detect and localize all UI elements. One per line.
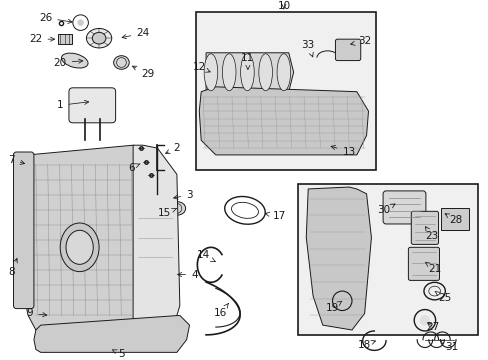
Text: 19: 19 [325, 301, 341, 312]
Circle shape [78, 20, 83, 26]
Bar [298, 184, 477, 335]
Text: 26: 26 [39, 13, 72, 23]
Text: 17: 17 [264, 211, 285, 221]
Ellipse shape [66, 230, 93, 264]
Text: 4: 4 [177, 270, 197, 280]
Text: 12: 12 [192, 62, 210, 72]
Ellipse shape [168, 202, 185, 215]
FancyBboxPatch shape [410, 211, 438, 244]
Ellipse shape [86, 28, 111, 48]
Text: 18: 18 [357, 339, 375, 350]
FancyBboxPatch shape [14, 152, 34, 309]
Circle shape [419, 315, 429, 325]
Text: 24: 24 [122, 28, 149, 39]
Circle shape [44, 310, 56, 321]
Ellipse shape [113, 56, 129, 69]
Text: 27: 27 [425, 322, 438, 332]
Text: 11: 11 [241, 53, 254, 69]
Text: 7: 7 [8, 155, 24, 165]
Ellipse shape [92, 32, 106, 44]
Ellipse shape [222, 54, 236, 91]
FancyBboxPatch shape [69, 88, 115, 123]
Text: 31: 31 [439, 340, 458, 351]
Text: 15: 15 [157, 208, 176, 218]
Bar [196, 12, 376, 170]
Bar [441, 208, 468, 230]
Ellipse shape [277, 54, 290, 91]
Text: 10: 10 [277, 1, 290, 11]
Text: 5: 5 [112, 349, 124, 359]
Text: 14: 14 [196, 250, 215, 262]
Text: 9: 9 [27, 309, 47, 319]
Ellipse shape [60, 223, 99, 272]
Bar [58, 34, 72, 44]
FancyBboxPatch shape [382, 191, 425, 224]
Text: 13: 13 [330, 145, 355, 157]
Text: 23: 23 [424, 226, 437, 240]
Text: 16: 16 [214, 303, 228, 319]
Ellipse shape [203, 54, 217, 91]
Text: 3: 3 [173, 190, 192, 200]
Text: 21: 21 [425, 262, 440, 274]
Text: 33: 33 [301, 40, 314, 57]
Polygon shape [133, 145, 180, 335]
Text: 22: 22 [29, 34, 55, 44]
Text: 30: 30 [377, 204, 394, 215]
Text: 32: 32 [350, 36, 370, 46]
Ellipse shape [258, 54, 272, 91]
FancyBboxPatch shape [335, 39, 360, 60]
Text: 20: 20 [54, 58, 82, 68]
FancyBboxPatch shape [407, 247, 439, 280]
Text: 25: 25 [434, 291, 450, 303]
Ellipse shape [61, 53, 88, 68]
Polygon shape [34, 315, 189, 352]
Text: 6: 6 [128, 163, 140, 172]
Polygon shape [199, 87, 368, 155]
Text: 8: 8 [8, 258, 17, 276]
Polygon shape [205, 53, 293, 92]
Polygon shape [305, 187, 371, 330]
Text: 2: 2 [165, 143, 180, 153]
Text: 28: 28 [444, 214, 462, 225]
Text: 29: 29 [132, 66, 154, 79]
Text: 1: 1 [57, 100, 88, 110]
Polygon shape [24, 145, 150, 330]
Ellipse shape [240, 54, 254, 91]
